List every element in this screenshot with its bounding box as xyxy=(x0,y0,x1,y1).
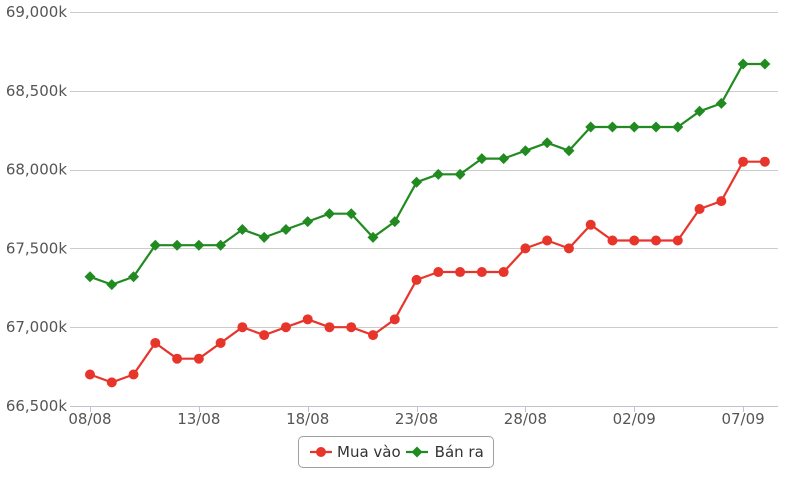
buy-price-point[interactable] xyxy=(215,337,226,348)
buy-price-point[interactable] xyxy=(411,274,422,285)
sell-price-point[interactable] xyxy=(672,121,684,133)
sell-price-point[interactable] xyxy=(454,168,466,180)
y-tick-label: 67,000k xyxy=(6,318,67,336)
x-tick-label: 07/09 xyxy=(721,410,764,428)
buy-price-point[interactable] xyxy=(563,243,574,254)
buy-price-point[interactable] xyxy=(324,322,335,333)
sell-price-point[interactable] xyxy=(215,239,227,251)
y-tick-label: 68,500k xyxy=(6,82,67,100)
buy-price-series xyxy=(85,156,770,388)
buy-price-point[interactable] xyxy=(106,377,117,388)
buy-price-point[interactable] xyxy=(280,322,291,333)
sell-price-point[interactable] xyxy=(193,239,205,251)
sell-price-point[interactable] xyxy=(149,239,161,251)
buy-price-point[interactable] xyxy=(237,322,248,333)
y-tick-label: 69,000k xyxy=(6,3,67,21)
sell-price-point[interactable] xyxy=(476,153,488,165)
sell-price-point[interactable] xyxy=(171,239,183,251)
legend-item-sell-price[interactable]: Bán ra xyxy=(405,443,484,461)
buy-price-point[interactable] xyxy=(85,369,95,380)
legend-symbol-diamond xyxy=(405,446,428,458)
legend-label: Mua vào xyxy=(337,443,401,461)
sell-price-point[interactable] xyxy=(128,271,140,283)
sell-price-point[interactable] xyxy=(411,176,423,188)
sell-price-point[interactable] xyxy=(345,208,357,220)
y-axis-labels: 66,500k 67,000k 67,500k 68,000k 68,500k 69,00… xyxy=(6,3,67,415)
sell-price-point[interactable] xyxy=(541,137,553,149)
sell-price-point[interactable] xyxy=(106,279,118,291)
buy-price-point[interactable] xyxy=(607,235,618,246)
gridlines xyxy=(70,12,778,328)
sell-price-point[interactable] xyxy=(715,97,727,109)
sell-price-point[interactable] xyxy=(563,145,575,157)
legend-item-buy-price[interactable]: Mua vào xyxy=(310,443,401,461)
x-tick-label: 18/08 xyxy=(286,410,329,428)
sell-price-point[interactable] xyxy=(628,121,640,133)
buy-price-point[interactable] xyxy=(651,235,662,246)
sell-price-point[interactable] xyxy=(694,105,706,117)
buy-price-point[interactable] xyxy=(629,235,640,246)
buy-price-point[interactable] xyxy=(476,267,487,278)
y-tick-label: 66,500k xyxy=(6,397,67,415)
buy-price-point[interactable] xyxy=(346,322,357,333)
buy-price-point[interactable] xyxy=(150,337,161,348)
buy-price-point[interactable] xyxy=(128,369,139,380)
sell-price-point[interactable] xyxy=(323,208,335,220)
x-axis-labels: 08/08 13/08 18/08 23/08 28/08 02/09 07/09 xyxy=(68,406,765,428)
sell-price-point[interactable] xyxy=(759,58,771,70)
sell-price-point[interactable] xyxy=(650,121,662,133)
sell-price-point[interactable] xyxy=(258,231,270,243)
sell-price-point[interactable] xyxy=(367,231,379,243)
x-tick-label: 13/08 xyxy=(177,410,220,428)
sell-price-point[interactable] xyxy=(389,216,401,228)
sell-price-point[interactable] xyxy=(606,121,618,133)
buy-price-point[interactable] xyxy=(368,330,379,341)
buy-price-point[interactable] xyxy=(302,314,313,325)
buy-price-point[interactable] xyxy=(585,219,596,230)
sell-price-point[interactable] xyxy=(84,271,96,283)
x-tick-label: 28/08 xyxy=(504,410,547,428)
legend-marker xyxy=(316,447,326,457)
buy-price-point[interactable] xyxy=(433,267,444,278)
sell-price-series xyxy=(84,58,771,291)
sell-price-line xyxy=(89,62,765,286)
buy-price-point[interactable] xyxy=(498,267,509,278)
buy-price-point[interactable] xyxy=(172,353,183,364)
buy-price-point[interactable] xyxy=(738,156,749,167)
y-tick-label: 68,000k xyxy=(6,161,67,179)
buy-price-point[interactable] xyxy=(716,196,727,207)
buy-price-line xyxy=(89,160,765,384)
buy-price-point[interactable] xyxy=(259,330,270,341)
buy-price-point[interactable] xyxy=(694,204,705,214)
legend: Mua vào Bán ra xyxy=(298,436,494,468)
x-tick-label: 08/08 xyxy=(68,410,111,428)
sell-price-point[interactable] xyxy=(236,223,248,235)
sell-price-point[interactable] xyxy=(519,145,531,157)
sell-price-point[interactable] xyxy=(498,153,510,165)
sell-price-point[interactable] xyxy=(585,121,597,133)
buy-price-point[interactable] xyxy=(672,235,683,246)
sell-price-point[interactable] xyxy=(737,58,749,70)
legend-label: Bán ra xyxy=(434,443,484,461)
sell-price-point[interactable] xyxy=(432,168,444,180)
y-tick-label: 67,500k xyxy=(6,239,67,257)
buy-price-point[interactable] xyxy=(542,235,553,246)
legend-marker xyxy=(411,446,423,458)
x-tick-label: 02/09 xyxy=(613,410,656,428)
buy-price-point[interactable] xyxy=(193,353,204,364)
sell-price-point[interactable] xyxy=(302,216,314,228)
buy-price-point[interactable] xyxy=(520,243,531,254)
legend-symbol-circle xyxy=(310,447,332,457)
x-tick-label: 23/08 xyxy=(395,410,438,428)
buy-price-point[interactable] xyxy=(455,267,466,278)
buy-price-point[interactable] xyxy=(759,156,770,167)
buy-price-point[interactable] xyxy=(389,314,400,325)
sell-price-point[interactable] xyxy=(280,223,292,235)
